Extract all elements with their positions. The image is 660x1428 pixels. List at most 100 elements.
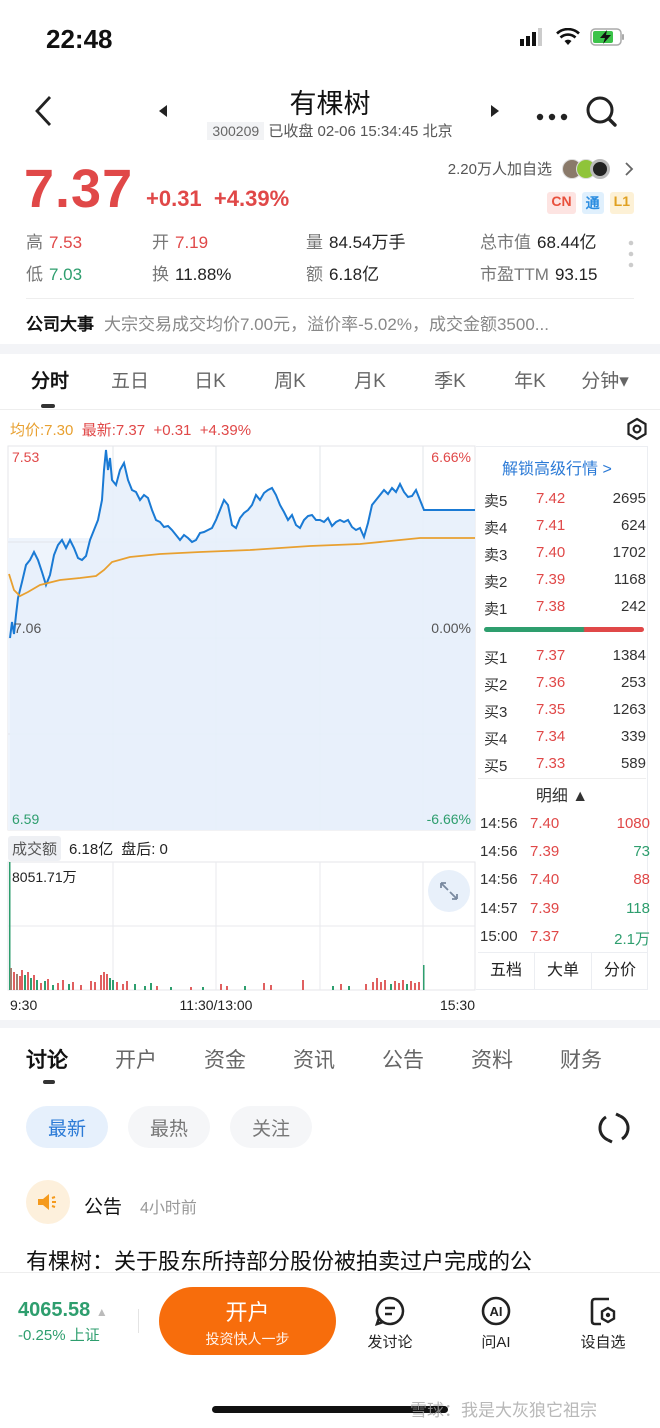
chart-legend: 均价:7.30 最新:7.37 +0.31 +4.39% (10, 419, 251, 440)
divider (26, 298, 634, 299)
stat-volume: 量 84.54万手 (306, 233, 406, 252)
back-button[interactable] (32, 94, 54, 133)
tab-weekly-k[interactable]: 周K (274, 371, 306, 392)
refresh-icon (598, 1112, 630, 1144)
tab-news[interactable]: 资讯 (293, 1049, 335, 1072)
tab-yearly-k[interactable]: 年K (514, 371, 546, 392)
badge-cn: CN (547, 192, 576, 214)
tab-profile[interactable]: 资料 (471, 1049, 513, 1072)
signal-icon (520, 28, 542, 46)
y-label-low: 6.59 (12, 811, 39, 827)
index-widget[interactable]: 4065.58 ▲ -0.25% 上证 (18, 1299, 108, 1345)
tab-minute-dropdown[interactable]: 分钟▾ (581, 371, 629, 392)
tab-open-account[interactable]: 开户 (115, 1049, 157, 1072)
more-button[interactable] (536, 108, 568, 126)
latest-price-label: 最新:7.37 (81, 422, 146, 439)
bid-row-4: 买4 7.34 339 (484, 728, 646, 748)
fullscreen-button[interactable] (428, 870, 470, 912)
post-author-avatar[interactable] (26, 1180, 70, 1224)
stock-code: 300209 (207, 122, 265, 140)
triangle-up-icon: ▲ (95, 1305, 108, 1319)
ask-ai-button[interactable]: AI 问AI (466, 1295, 526, 1352)
bid-row-1: 买1 7.37 1384 (484, 647, 646, 667)
bid-row-5: 买5 7.33 589 (484, 755, 646, 775)
index-value: 4065.58 (18, 1299, 91, 1321)
filter-following[interactable]: 关注 (230, 1106, 312, 1148)
tab-announcements[interactable]: 公告 (382, 1049, 424, 1072)
volume-header: 成交额 6.18亿 盘后: 0 (8, 836, 168, 861)
open-account-button[interactable]: 开户 投资快人一步 (159, 1287, 336, 1355)
price-change: +0.31 +4.39% (146, 186, 289, 212)
latest-pct: +4.39% (199, 422, 252, 439)
search-button[interactable] (584, 94, 620, 135)
add-watchlist-button[interactable]: 设自选 (573, 1295, 633, 1352)
tick-row: 14:57 7.39 118 (480, 900, 650, 917)
current-price: 7.37 (24, 159, 134, 219)
triangle-left-icon (159, 105, 167, 117)
tab-financials[interactable]: 财务 (560, 1049, 602, 1072)
ai-icon: AI (481, 1296, 511, 1326)
x-label-mid: 11:30/13:00 (180, 997, 253, 1013)
market-status: 已收盘 02-06 15:34:45 北京 (268, 123, 453, 140)
stat-amount: 额 6.18亿 (306, 265, 380, 284)
stat-market-cap: 总市值 68.44亿 (480, 233, 597, 252)
tab-daily-k[interactable]: 日K (194, 371, 226, 392)
badge-l1: L1 (609, 192, 634, 214)
next-stock-button[interactable] (490, 104, 500, 123)
tab-quarterly-k[interactable]: 季K (434, 371, 466, 392)
x-label-start: 9:30 (10, 997, 37, 1013)
followers-link[interactable]: 2.20万人加自选 (448, 158, 634, 179)
x-label-end: 15:30 (440, 997, 475, 1013)
tab-discussion[interactable]: 讨论 (26, 1049, 68, 1072)
prev-stock-button[interactable] (158, 104, 168, 123)
event-text: 大宗交易成交均价7.00元，溢价率-5.02%，成交金额3500... (104, 315, 549, 334)
tab-funds[interactable]: 资金 (204, 1049, 246, 1072)
chart-settings-button[interactable] (626, 417, 648, 446)
company-event-banner[interactable]: 公司大事 大宗交易成交均价7.00元，溢价率-5.02%，成交金额3500... (26, 310, 549, 335)
post-author[interactable]: 公告 (84, 1197, 123, 1218)
tab-price-distribution[interactable]: 分价 (603, 962, 636, 979)
section-separator (0, 1020, 660, 1028)
after-hours: 盘后: 0 (121, 841, 168, 858)
stat-high: 高 7.53 (26, 233, 83, 252)
expand-arrows-icon (440, 882, 458, 900)
wifi-icon (556, 28, 580, 45)
unlock-advanced-quotes-link[interactable]: 解锁高级行情 > (502, 461, 612, 478)
post-discussion-button[interactable]: 发讨论 (360, 1295, 420, 1352)
tab-five-levels[interactable]: 五档 (478, 953, 535, 990)
avatar (590, 158, 610, 179)
order-book-tabs: 五档 大单 分价 (478, 952, 648, 990)
bid-row-3: 买3 7.35 1263 (484, 701, 646, 721)
y-right-low: -6.66% (427, 811, 471, 827)
megaphone-icon (38, 1194, 56, 1210)
tab-large-orders[interactable]: 大单 (535, 953, 592, 990)
status-icons (520, 28, 626, 46)
status-time: 22:48 (46, 24, 113, 54)
refresh-button[interactable] (596, 1110, 632, 1151)
stock-name: 有棵树 (289, 89, 371, 119)
y-label-high: 7.53 (12, 449, 39, 465)
tab-five-day[interactable]: 五日 (110, 371, 149, 392)
post-title[interactable]: 有棵树：关于股东所持部分股份被拍卖过户完成的公 (26, 1249, 533, 1274)
stat-open: 开 7.19 (152, 233, 209, 252)
active-tab-indicator (41, 404, 55, 408)
tab-monthly-k[interactable]: 月K (354, 371, 386, 392)
tab-intraday[interactable]: 分时 (30, 371, 69, 392)
more-dots-icon (536, 113, 568, 121)
filter-latest[interactable]: 最新 (26, 1106, 108, 1148)
ask-row-4: 卖4 7.41 624 (484, 517, 646, 537)
volume-total: 6.18亿 (69, 841, 114, 858)
intraday-chart[interactable]: 7.53 7.06 6.59 6.66% 0.00% -6.66% 8051.7… (0, 440, 480, 1020)
badge-connect: 通 (581, 192, 604, 214)
svg-text:AI: AI (490, 1304, 503, 1319)
triangle-right-icon (491, 105, 499, 117)
divider (0, 409, 660, 410)
trade-detail-toggle[interactable]: 明细 ▲ (535, 788, 589, 805)
content-tabs: 讨论 开户 资金 资讯 公告 资料 财务 (26, 1044, 649, 1074)
divider (478, 778, 646, 779)
filter-hottest[interactable]: 最热 (128, 1106, 210, 1148)
expand-stats-button[interactable] (628, 240, 634, 275)
post-discussion-label: 发讨论 (367, 1334, 413, 1351)
volume-type-toggle[interactable]: 成交额 (8, 836, 62, 861)
stat-turnover: 换 11.88% (152, 265, 232, 284)
